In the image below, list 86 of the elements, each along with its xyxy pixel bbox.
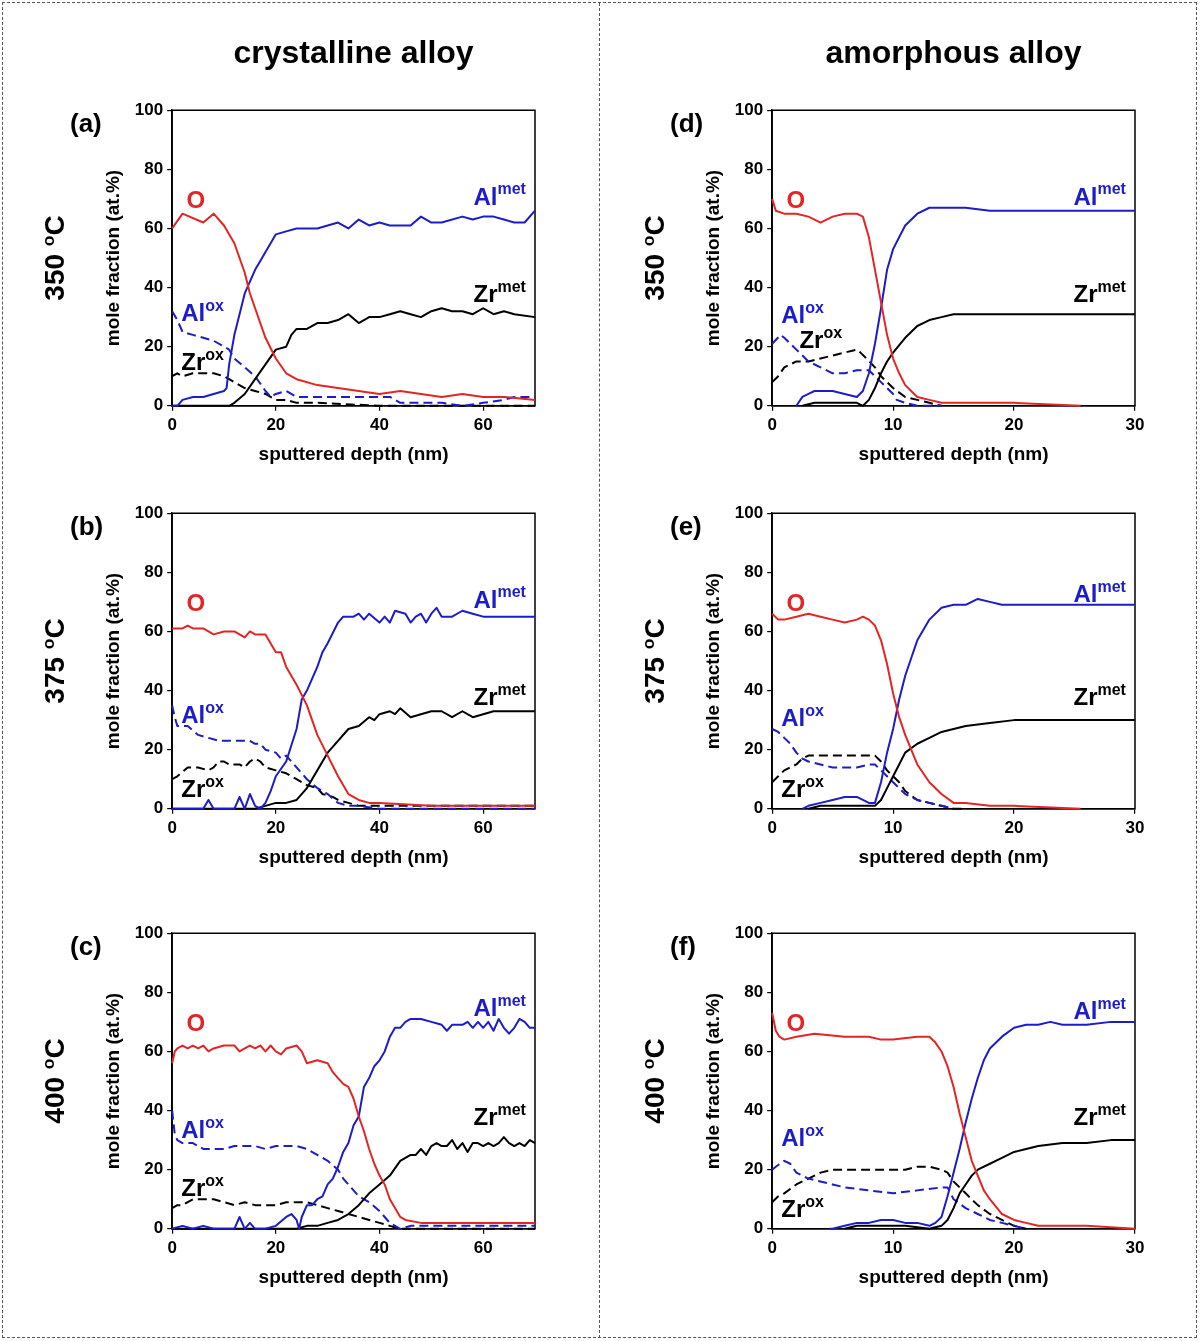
x-tick-label: 60 [473,1237,493,1257]
x-tick-label: 0 [767,817,777,837]
y-tick-label: 40 [144,277,164,297]
x-axis-title: sputtered depth (nm) [258,1265,449,1287]
x-tick-label: 0 [167,817,177,837]
y-tick-label: 20 [744,739,764,759]
x-tick-label: 20 [266,1237,286,1257]
y-tick-label: 100 [134,502,164,522]
text: (b) [70,511,104,542]
x-tick-label: 0 [767,414,777,434]
y-tick-label: 0 [753,798,764,818]
x-tick-label: 10 [883,1237,903,1257]
x-axis-title: sputtered depth (nm) [858,1265,1049,1287]
x-tick-label: 30 [1125,817,1145,837]
text: (a) [70,108,102,139]
series-label: O [186,185,206,213]
x-tick-label: 60 [473,817,493,837]
text: (d) [670,108,704,139]
y-tick-label: 80 [744,159,764,179]
x-tick-label: 0 [167,414,177,434]
x-tick-label: 0 [767,1237,777,1257]
x-axis-title: sputtered depth (nm) [258,442,449,464]
text: (c) [70,931,102,962]
y-tick-label: 80 [744,562,764,582]
y-tick-label: 80 [144,982,164,1002]
y-axis-title: mole fraction (at.%) [101,992,123,1170]
x-tick-label: 30 [1125,1237,1145,1257]
x-tick-label: 20 [1004,414,1024,434]
y-tick-label: 40 [144,680,164,700]
y-tick-label: 0 [153,395,164,415]
y-tick-label: 20 [144,1159,164,1179]
x-tick-label: 20 [266,414,286,434]
y-tick-label: 60 [144,1041,164,1061]
y-tick-label: 0 [753,395,764,415]
text: (e) [670,511,702,542]
y-tick-label: 60 [144,218,164,238]
chart-title: amorphous alloy [825,34,1082,70]
y-tick-label: 100 [134,922,164,942]
y-tick-label: 0 [153,1218,164,1238]
y-axis-title: mole fraction (at.%) [101,169,123,347]
y-tick-label: 40 [144,1100,164,1120]
series-label: O [786,588,806,616]
y-tick-label: 100 [734,502,764,522]
y-tick-label: 80 [744,982,764,1002]
y-tick-label: 40 [744,1100,764,1120]
series-label: O [186,1008,206,1036]
text: (f) [670,931,696,962]
y-tick-label: 60 [744,1041,764,1061]
y-axis-title: mole fraction (at.%) [101,572,123,750]
y-tick-label: 100 [734,99,764,119]
y-tick-label: 80 [144,159,164,179]
x-tick-label: 20 [1004,817,1024,837]
y-tick-label: 20 [744,1159,764,1179]
x-tick-label: 40 [370,414,389,434]
y-tick-label: 20 [144,739,164,759]
x-tick-label: 40 [370,1237,389,1257]
x-tick-label: 0 [167,1237,177,1257]
y-tick-label: 40 [744,277,764,297]
y-tick-label: 60 [744,621,764,641]
y-axis-title: mole fraction (at.%) [701,572,723,750]
x-axis-title: sputtered depth (nm) [858,442,1049,464]
y-axis-title: mole fraction (at.%) [701,169,723,347]
x-tick-label: 20 [266,817,286,837]
x-tick-label: 10 [883,817,903,837]
y-tick-label: 60 [144,621,164,641]
series-label: O [786,185,806,213]
y-tick-label: 100 [734,922,764,942]
y-tick-label: 0 [753,1218,764,1238]
y-tick-label: 80 [144,562,164,582]
x-tick-label: 20 [1004,1237,1024,1257]
series-label: O [786,1008,806,1036]
y-tick-label: 100 [134,99,164,119]
series-label: O [186,588,206,616]
x-axis-title: sputtered depth (nm) [858,845,1049,867]
x-tick-label: 40 [370,817,389,837]
x-tick-label: 10 [883,414,903,434]
x-axis-title: sputtered depth (nm) [258,845,449,867]
x-tick-label: 30 [1125,414,1145,434]
y-tick-label: 0 [153,798,164,818]
y-axis-title: mole fraction (at.%) [701,992,723,1170]
y-tick-label: 20 [744,336,764,356]
y-tick-label: 40 [744,680,764,700]
y-tick-label: 20 [144,336,164,356]
chart-title: crystalline alloy [233,34,474,70]
x-tick-label: 60 [473,414,493,434]
y-tick-label: 60 [744,218,764,238]
